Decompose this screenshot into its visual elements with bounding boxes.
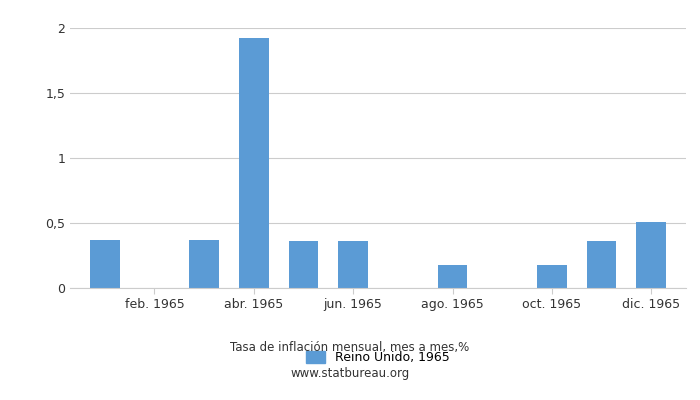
Bar (288, 241, 318, 288)
Text: Tasa de inflación mensual, mes a mes,%: Tasa de inflación mensual, mes a mes,% (230, 342, 470, 354)
Bar (537, 265, 567, 288)
Bar (587, 241, 617, 288)
Bar (239, 38, 269, 288)
Bar (636, 222, 666, 288)
Bar (189, 240, 219, 288)
Bar (90, 240, 120, 288)
Bar (438, 265, 468, 288)
Bar (338, 241, 368, 288)
Text: www.statbureau.org: www.statbureau.org (290, 368, 410, 380)
Legend: Reino Unido, 1965: Reino Unido, 1965 (301, 346, 455, 369)
